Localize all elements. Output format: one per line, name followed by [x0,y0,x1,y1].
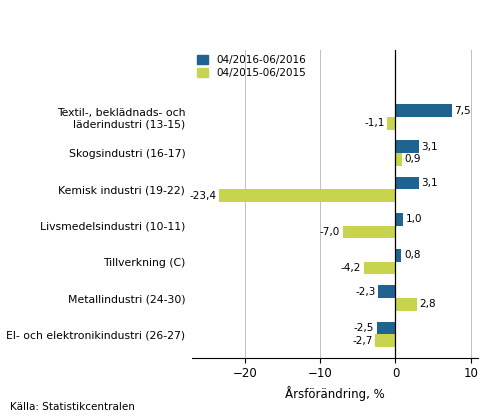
Bar [395,177,419,189]
Text: -2,5: -2,5 [353,323,374,333]
Text: 3,1: 3,1 [422,178,438,188]
Bar [387,117,395,130]
Text: -23,4: -23,4 [190,191,217,201]
Text: 2,8: 2,8 [419,300,436,310]
Text: 0,8: 0,8 [404,250,421,260]
Legend: 04/2016-06/2016, 04/2015-06/2015: 04/2016-06/2016, 04/2015-06/2015 [198,55,306,78]
Bar [395,153,402,166]
Bar [395,249,401,262]
Bar [377,322,395,334]
Bar [343,225,395,238]
Bar [395,298,417,311]
Text: -2,7: -2,7 [352,336,373,346]
Bar [219,189,395,202]
Text: 1,0: 1,0 [406,214,422,224]
Bar [395,141,419,153]
Text: Källa: Statistikcentralen: Källa: Statistikcentralen [10,402,135,412]
Text: 3,1: 3,1 [422,142,438,152]
Bar [375,334,395,347]
Bar [364,262,395,275]
X-axis label: Årsförändring, %: Årsförändring, % [285,386,385,401]
Text: 0,9: 0,9 [405,154,422,164]
Bar [378,285,395,298]
Text: -1,1: -1,1 [364,118,385,128]
Bar [395,213,403,225]
Text: -7,0: -7,0 [320,227,340,237]
Text: 7,5: 7,5 [455,106,471,116]
Text: -2,3: -2,3 [355,287,376,297]
Text: -4,2: -4,2 [341,263,361,273]
Bar [395,104,452,117]
